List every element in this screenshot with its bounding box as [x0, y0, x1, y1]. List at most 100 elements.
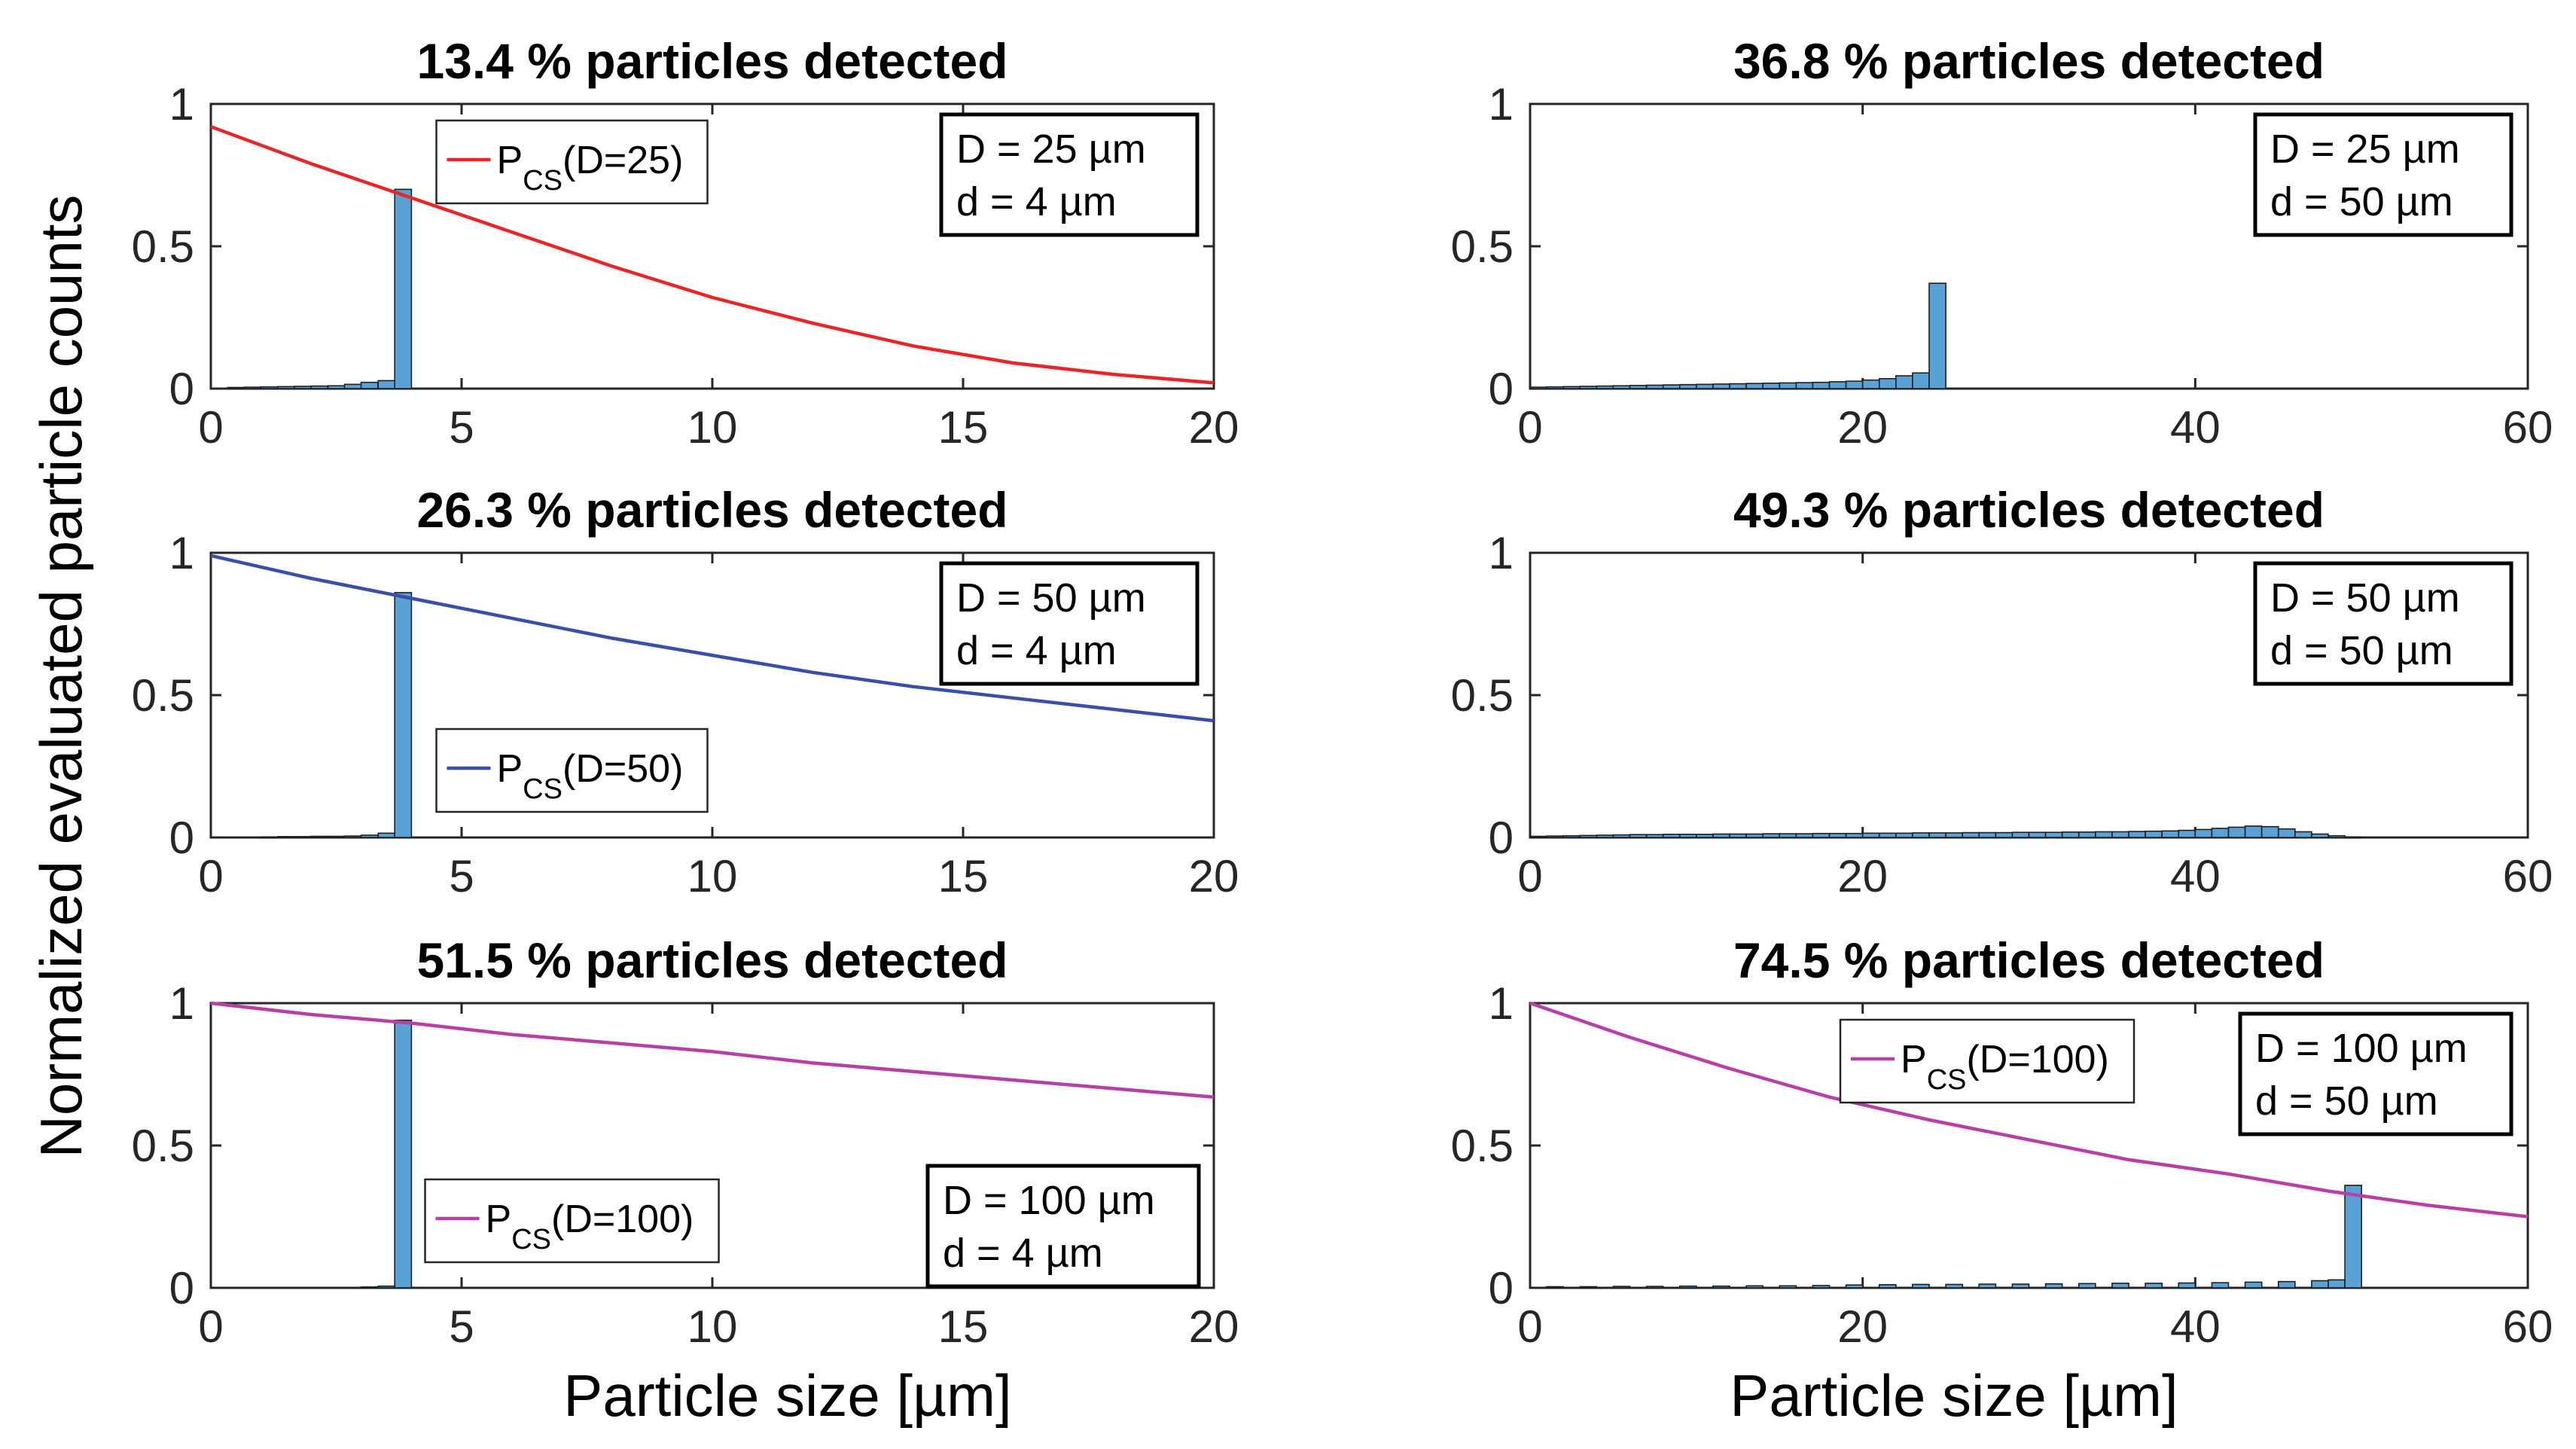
- annotation-text: D = 50 µm: [2270, 575, 2460, 621]
- histogram-bar: [1696, 834, 1714, 838]
- histogram-bar: [1928, 282, 1946, 389]
- annotation-text: D = 100 µm: [2255, 1026, 2468, 1071]
- y-tick-label: 0.5: [1451, 221, 1514, 272]
- y-tick-label: 0: [1489, 813, 1514, 863]
- histogram-bar: [1745, 1285, 1764, 1289]
- histogram-bar: [1579, 386, 1598, 389]
- histogram-bar: [1729, 833, 1747, 838]
- histogram-bar: [1912, 372, 1930, 389]
- histogram-bar: [1812, 832, 1831, 838]
- histogram-bar: [1678, 834, 1697, 838]
- annotation-box: [2253, 561, 2514, 686]
- histogram-bar: [1779, 833, 1797, 838]
- x-tick-label: 0: [1517, 402, 1542, 453]
- annotation-box: [2238, 1011, 2514, 1136]
- histogram-bar: [1779, 382, 1797, 389]
- histogram-bar: [2161, 830, 2180, 838]
- histogram-bar: [1895, 375, 1913, 389]
- histogram-bar: [360, 1286, 379, 1289]
- legend-box: [435, 119, 709, 205]
- x-tick-label: 40: [2170, 402, 2221, 453]
- histogram-bar: [1878, 832, 1897, 838]
- x-tick-label: 40: [2170, 851, 2221, 901]
- panel-title: 74.5 % particles detected: [1733, 932, 2324, 988]
- histogram-bar: [343, 835, 362, 838]
- panel-title: 36.8 % particles detected: [1733, 33, 2324, 89]
- y-tick-label: 1: [169, 978, 194, 1029]
- annotation-text: d = 50 µm: [2255, 1078, 2438, 1124]
- annotation-text: d = 4 µm: [956, 628, 1117, 673]
- y-tick-label: 0.5: [1451, 1121, 1514, 1171]
- pcs-curve: [210, 554, 1215, 723]
- histogram-bar: [1629, 385, 1648, 389]
- histogram-bar: [2194, 828, 2213, 838]
- panel-row2-right: 49.3 % particles detected 0 20 40 60 0 0.5 1 D =…: [1451, 482, 2553, 901]
- histogram-bar: [1795, 833, 1814, 838]
- y-tick-label: 0: [169, 1263, 194, 1313]
- histogram-bar: [1678, 1285, 1697, 1289]
- legend-box: [424, 1178, 720, 1264]
- annotation-text: d = 4 µm: [956, 179, 1117, 224]
- histogram-bar: [1861, 832, 1880, 838]
- histogram-bar: [1962, 831, 1980, 838]
- x-tick-label: 5: [449, 402, 474, 453]
- histogram-bar: [2277, 828, 2296, 838]
- histogram-bar: [1745, 383, 1764, 389]
- panel-title: 51.5 % particles detected: [416, 932, 1008, 988]
- histogram-bar: [2344, 836, 2362, 839]
- histogram-bar: [1912, 832, 1930, 838]
- histogram-bar: [360, 834, 379, 838]
- histogram-bar: [2028, 831, 2047, 838]
- histogram-bar: [2344, 1185, 2362, 1289]
- histogram-bar: [260, 386, 279, 389]
- histogram-bar: [2244, 825, 2263, 838]
- histogram-bar: [377, 1285, 396, 1289]
- histogram-bar: [1579, 1286, 1598, 1289]
- histogram-bar: [394, 592, 413, 838]
- annotation-text: D = 25 µm: [2270, 127, 2460, 172]
- y-tick-label: 0: [1489, 1263, 1514, 1313]
- histogram-bar: [1845, 1284, 1864, 1289]
- histogram-bar: [1612, 834, 1631, 838]
- histogram-bar: [1529, 386, 1547, 389]
- x-tick-label: 0: [1517, 851, 1542, 901]
- histogram-bar: [277, 386, 296, 389]
- x-tick-label: 40: [2170, 1301, 2221, 1352]
- x-axis-label-right: Particle size [µm]: [1730, 1362, 2178, 1429]
- histogram-bar: [360, 381, 379, 389]
- histogram-bar: [1729, 383, 1747, 389]
- histogram-bar: [394, 188, 413, 389]
- legend-subscript: CS: [511, 1224, 551, 1255]
- y-tick-label: 1: [169, 79, 194, 130]
- panel-title: 26.3 % particles detected: [416, 482, 1008, 538]
- histogram-bar: [1878, 1284, 1897, 1289]
- histogram-bar: [243, 386, 262, 389]
- x-tick-label: 0: [198, 402, 223, 453]
- histogram-bar: [1745, 833, 1764, 838]
- histogram-bar: [2277, 1280, 2296, 1289]
- histogram-bar: [2227, 826, 2246, 838]
- histogram-bar: [1795, 382, 1814, 389]
- histogram-bar: [1945, 1283, 1963, 1289]
- histogram-bar: [2128, 831, 2146, 838]
- histogram-bar: [294, 386, 312, 389]
- y-tick-label: 0.5: [132, 1121, 194, 1171]
- histogram-bar: [1562, 834, 1581, 838]
- histogram-bar: [1995, 831, 2014, 838]
- x-tick-label: 20: [1837, 851, 1888, 901]
- x-tick-label: 15: [938, 1301, 989, 1352]
- panel-row1-right: 36.8 % particles detected 0 20 40 60 0 0.5 1 D =…: [1451, 33, 2553, 453]
- histogram-bar: [1645, 834, 1664, 838]
- histogram-bar: [1678, 383, 1697, 389]
- histogram-bar: [1645, 1286, 1664, 1289]
- histogram-bar: [2211, 1282, 2230, 1289]
- legend-subscript: CS: [523, 773, 562, 805]
- histogram-bar: [2044, 1283, 2063, 1289]
- histogram-bar: [1912, 1283, 1930, 1289]
- y-tick-label: 1: [1489, 79, 1514, 130]
- histogram-bar: [1696, 383, 1714, 389]
- annotation-text: D = 50 µm: [956, 575, 1146, 621]
- histogram-bar: [1945, 832, 1963, 838]
- histogram-bar: [1779, 1285, 1797, 1289]
